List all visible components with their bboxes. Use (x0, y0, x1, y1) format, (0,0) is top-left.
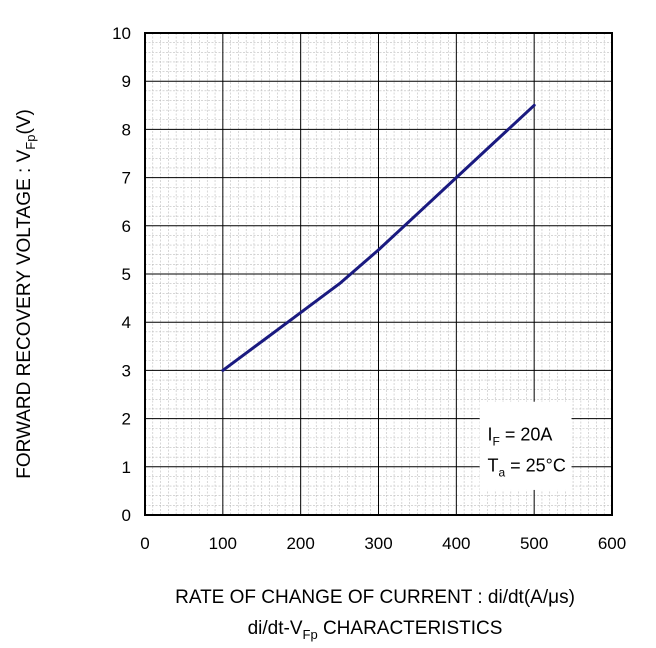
y-tick-label: 1 (122, 458, 131, 477)
x-tick-label: 600 (598, 534, 626, 553)
x-tick-label: 300 (364, 534, 392, 553)
plot-frame (144, 32, 613, 516)
x-tick-label: 400 (442, 534, 470, 553)
y-tick-labels: 0 1 2 3 4 5 6 7 8 9 10 (112, 24, 131, 525)
y-tick-label: 7 (122, 169, 131, 188)
annotation-box (479, 401, 572, 490)
y-axis-title: FORWARD RECOVERY VOLTAGE : VFp(V) (14, 109, 38, 479)
x-tick-label: 500 (520, 534, 548, 553)
series-layer (221, 103, 536, 372)
y-tick-label: 2 (122, 410, 131, 429)
series-line-0 (221, 103, 536, 372)
y-tick-label: 9 (122, 72, 131, 91)
x-tick-labels: 0 100 200 300 400 500 600 (140, 534, 626, 553)
y-tick-label: 8 (122, 120, 131, 139)
annotation-if: IF = 20A (487, 424, 552, 448)
x-tick-label: 200 (286, 534, 314, 553)
annotation-ta: Ta = 25°C (487, 456, 565, 480)
y-tick-label: 10 (112, 24, 131, 43)
y-tick-label: 5 (122, 265, 131, 284)
y-tick-label: 0 (122, 506, 131, 525)
y-tick-label: 3 (122, 361, 131, 380)
x-tick-label: 0 (140, 534, 149, 553)
chart-caption: di/dt-VFp CHARACTERISTICS (248, 618, 503, 642)
x-tick-label: 100 (209, 534, 237, 553)
y-tick-label: 6 (122, 217, 131, 236)
x-axis-title: RATE OF CHANGE OF CURRENT : di/dt(A/μs) (175, 587, 575, 608)
y-tick-label: 4 (122, 313, 131, 332)
